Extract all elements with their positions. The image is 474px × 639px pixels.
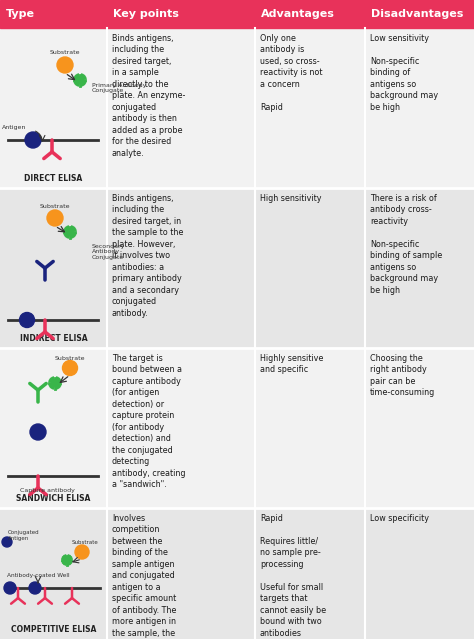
Text: Advantages: Advantages (261, 9, 335, 19)
Text: Substrate: Substrate (55, 355, 85, 360)
Bar (0, 28, 474, 188)
Bar (0, 348, 474, 508)
Circle shape (47, 210, 63, 226)
Text: Highly sensitive
and specific: Highly sensitive and specific (260, 354, 323, 374)
Circle shape (25, 132, 41, 148)
Text: Disadvantages: Disadvantages (371, 9, 464, 19)
Text: Binds antigens,
including the
desired target, in
the sample to the
plate. Howeve: Binds antigens, including the desired ta… (112, 194, 183, 318)
Circle shape (75, 545, 89, 559)
Text: INDIRECT ELISA: INDIRECT ELISA (20, 334, 87, 343)
Bar (0, 0, 474, 28)
Circle shape (63, 360, 78, 376)
Text: Choosing the
right antibody
pair can be
time-consuming: Choosing the right antibody pair can be … (370, 354, 435, 397)
Text: The target is
bound between a
capture antibody
(for antigen
detection) or
captur: The target is bound between a capture an… (112, 354, 185, 489)
Text: Key points: Key points (113, 9, 179, 19)
Circle shape (2, 537, 12, 547)
Text: Low sensitivity

Non-specific
binding of
antigens so
background may
be high: Low sensitivity Non-specific binding of … (370, 34, 438, 112)
Text: Antibody-coated Well: Antibody-coated Well (7, 573, 69, 578)
Text: Substrate: Substrate (72, 541, 99, 546)
Text: Binds antigens,
including the
desired target,
in a sample
directly to the
plate.: Binds antigens, including the desired ta… (112, 34, 185, 157)
Circle shape (4, 582, 16, 594)
Bar (0, 508, 474, 639)
Text: High sensitivity: High sensitivity (260, 194, 321, 203)
Text: Conjugated
Antigen: Conjugated Antigen (8, 530, 40, 541)
Text: Type: Type (6, 9, 35, 19)
Text: Substrate: Substrate (40, 204, 70, 210)
Bar (0, 188, 474, 348)
Circle shape (29, 582, 41, 594)
Text: Involves
competition
between the
binding of the
sample antigen
and conjugated
an: Involves competition between the binding… (112, 514, 183, 639)
Text: Primary Antibody
Conjugate: Primary Antibody Conjugate (92, 82, 146, 93)
Text: Rapid

Requires little/
no sample pre-
processing

Useful for small
targets that: Rapid Requires little/ no sample pre- pr… (260, 514, 326, 638)
Text: Only one
antibody is
used, so cross-
reactivity is not
a concern

Rapid: Only one antibody is used, so cross- rea… (260, 34, 322, 112)
Text: Substrate: Substrate (50, 49, 80, 54)
Text: DIRECT ELISA: DIRECT ELISA (24, 174, 82, 183)
Text: COMPETITIVE ELISA: COMPETITIVE ELISA (11, 625, 96, 634)
Text: Low specificity: Low specificity (370, 514, 429, 523)
Text: There is a risk of
antibody cross-
reactivity

Non-specific
binding of sample
an: There is a risk of antibody cross- react… (370, 194, 442, 295)
Text: Capture antibody: Capture antibody (20, 488, 75, 493)
Circle shape (19, 312, 35, 328)
Text: Secondary
Antibody
Conjugate: Secondary Antibody Conjugate (92, 243, 126, 260)
Circle shape (30, 424, 46, 440)
Circle shape (57, 57, 73, 73)
Text: Antigen: Antigen (2, 125, 26, 130)
Text: SANDWICH ELISA: SANDWICH ELISA (16, 494, 91, 503)
